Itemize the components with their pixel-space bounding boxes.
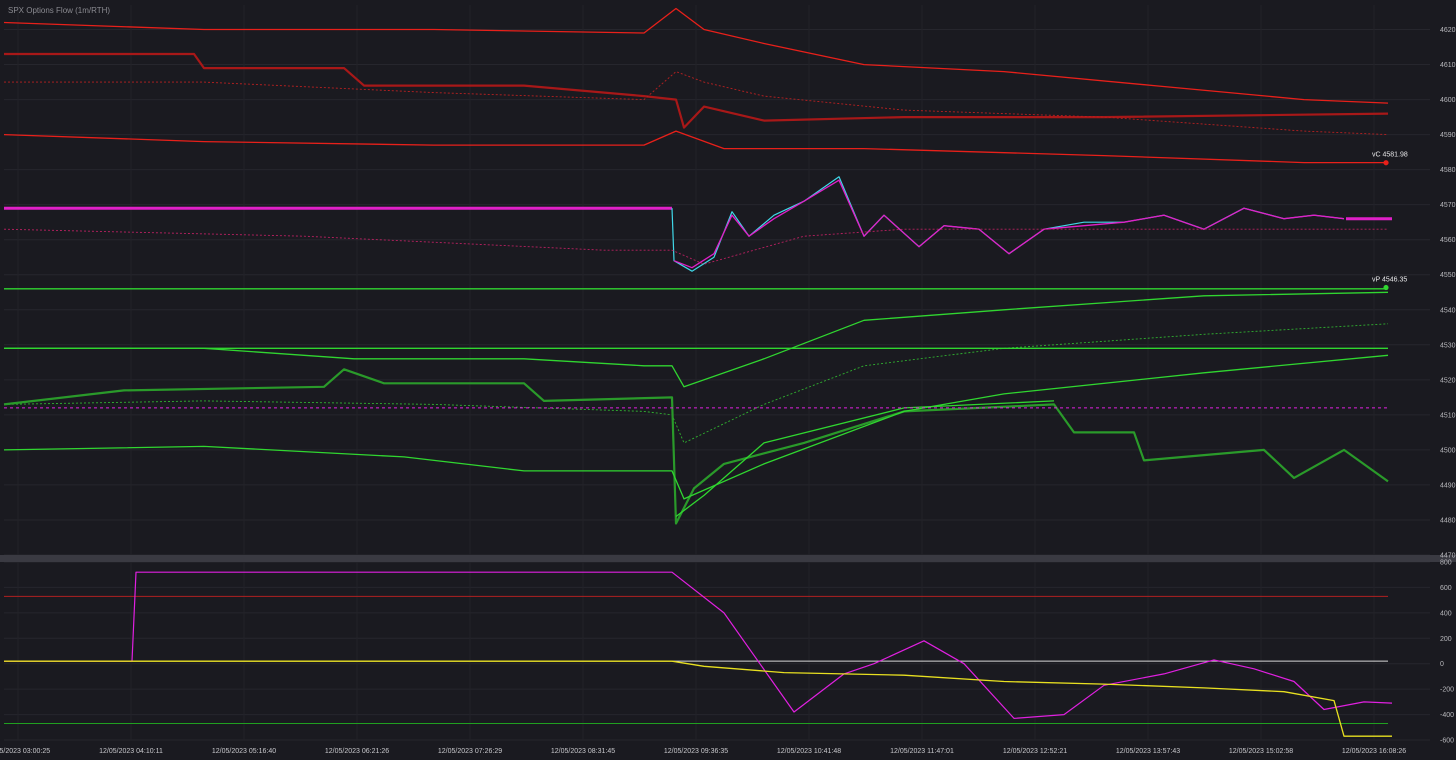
series-line (673, 179, 1345, 269)
y-tick-label: 0 (1440, 661, 1444, 668)
y-tick-label: 4580 (1440, 167, 1456, 174)
panel-frame (0, 555, 1456, 562)
x-tick-label: 12/05/2023 07:26:29 (438, 748, 502, 755)
x-tick-label: 12/05/2023 12:52:21 (1003, 748, 1067, 755)
series-line (675, 400, 1055, 518)
y-tick-label: 4570 (1440, 202, 1456, 209)
series-line (3, 323, 1389, 444)
y-tick-label: 600 (1440, 585, 1452, 592)
y-tick-label: 4480 (1440, 517, 1456, 524)
x-tick-label: 12/05/2023 13:57:43 (1116, 748, 1180, 755)
annotation-marker (1383, 160, 1389, 166)
annotation-label: vC 4581.98 (1372, 152, 1408, 159)
series-line (4, 291, 1389, 388)
y-tick-label: 200 (1440, 636, 1452, 643)
y-tick-label: 4560 (1440, 237, 1456, 244)
panel-separator (0, 555, 1456, 562)
y-tick-label: 4500 (1440, 447, 1456, 454)
y-tick-label: 4530 (1440, 342, 1456, 349)
x-tick-label: 12/05/2023 04:10:11 (99, 748, 163, 755)
y-tick-label: 4600 (1440, 97, 1456, 104)
x-tick-label: 12/05/2023 03:00:25 (0, 748, 50, 755)
y-tick-label: 4520 (1440, 377, 1456, 384)
grid (4, 5, 1430, 741)
series-line (4, 71, 1389, 136)
y-tick-label: 4470 (1440, 553, 1456, 560)
y-tick-label: 400 (1440, 610, 1452, 617)
series-line (3, 7, 1389, 104)
x-tick-label: 12/05/2023 16:08:26 (1342, 748, 1406, 755)
y-tick-label: -200 (1440, 687, 1454, 694)
x-tick-label: 12/05/2023 10:41:48 (777, 748, 841, 755)
y-tick-label: 4610 (1440, 62, 1456, 69)
annotation-label: vP 4546.35 (1372, 277, 1407, 284)
x-tick-label: 12/05/2023 11:47:01 (890, 748, 954, 755)
y-tick-label: 4510 (1440, 412, 1456, 419)
x-tick-label: 12/05/2023 06:21:26 (325, 748, 389, 755)
x-tick-label: 12/05/2023 08:31:45 (551, 748, 615, 755)
annotations: vC 4581.98 vP 4546.35 (1372, 152, 1408, 291)
series-line (4, 52, 1389, 129)
x-axis-ticks: 12/05/2023 03:00:25 12/05/2023 04:10:11 12… (0, 748, 1406, 755)
y-tick-label: 4490 (1440, 482, 1456, 489)
y-tick-label: 4620 (1440, 27, 1456, 34)
x-tick-label: 12/05/2023 15:02:58 (1229, 748, 1293, 755)
series-line (4, 571, 1393, 720)
series-line (4, 660, 1392, 737)
series-line (3, 368, 1389, 525)
y-tick-label: 4550 (1440, 272, 1456, 279)
y-tick-label: 800 (1440, 560, 1452, 567)
y-axis-ticks: 4470 4480 4490 4500 4510 4520 4530 4540 4550 4560… (1440, 27, 1456, 744)
y-tick-label: -600 (1440, 738, 1454, 745)
annotation-marker (1383, 284, 1389, 291)
y-tick-label: -400 (1440, 712, 1454, 719)
x-tick-label: 12/05/2023 09:36:35 (664, 748, 728, 755)
y-tick-label: 4540 (1440, 307, 1456, 314)
series-line (3, 130, 1388, 164)
series-line (3, 354, 1389, 500)
chart-title: SPX Options Flow (1m/RTH) (8, 6, 111, 15)
x-tick-label: 12/05/2023 05:16:40 (212, 748, 276, 755)
y-tick-label: 4590 (1440, 132, 1456, 139)
series-lines (3, 7, 1393, 737)
